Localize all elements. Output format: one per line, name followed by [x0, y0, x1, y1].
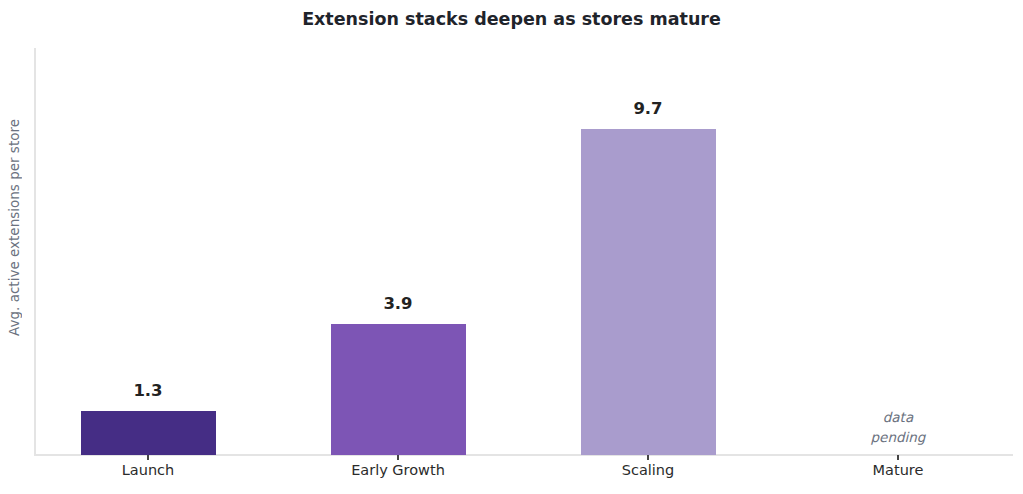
data-pending-annotation: datapending	[823, 407, 973, 447]
bar-scaling	[581, 129, 716, 455]
x-tick-scaling	[647, 455, 649, 460]
y-axis-label-container: Avg. active extensions per store	[6, 0, 22, 494]
x-tick-launch	[147, 455, 149, 460]
pending-note-line: data	[823, 407, 973, 427]
x-tick-label-launch: Launch	[38, 461, 258, 479]
y-axis-label: Avg. active extensions per store	[6, 119, 22, 336]
x-tick-label-early-growth: Early Growth	[288, 461, 508, 479]
y-axis-line	[34, 48, 36, 455]
chart-title: Extension stacks deepen as stores mature	[0, 9, 1023, 29]
x-tick-mature	[897, 455, 899, 460]
x-tick-label-scaling: Scaling	[538, 461, 758, 479]
bar-launch	[81, 411, 216, 455]
bar-value-label-early-growth: 3.9	[323, 293, 473, 314]
bar-value-label-scaling: 9.7	[573, 98, 723, 119]
bar-value-label-launch: 1.3	[73, 380, 223, 401]
bar-chart: Extension stacks deepen as stores mature…	[0, 0, 1023, 494]
x-tick-label-mature: Mature	[788, 461, 1008, 479]
x-tick-early-growth	[397, 455, 399, 460]
bar-early-growth	[331, 324, 466, 455]
pending-note-line: pending	[823, 427, 973, 447]
